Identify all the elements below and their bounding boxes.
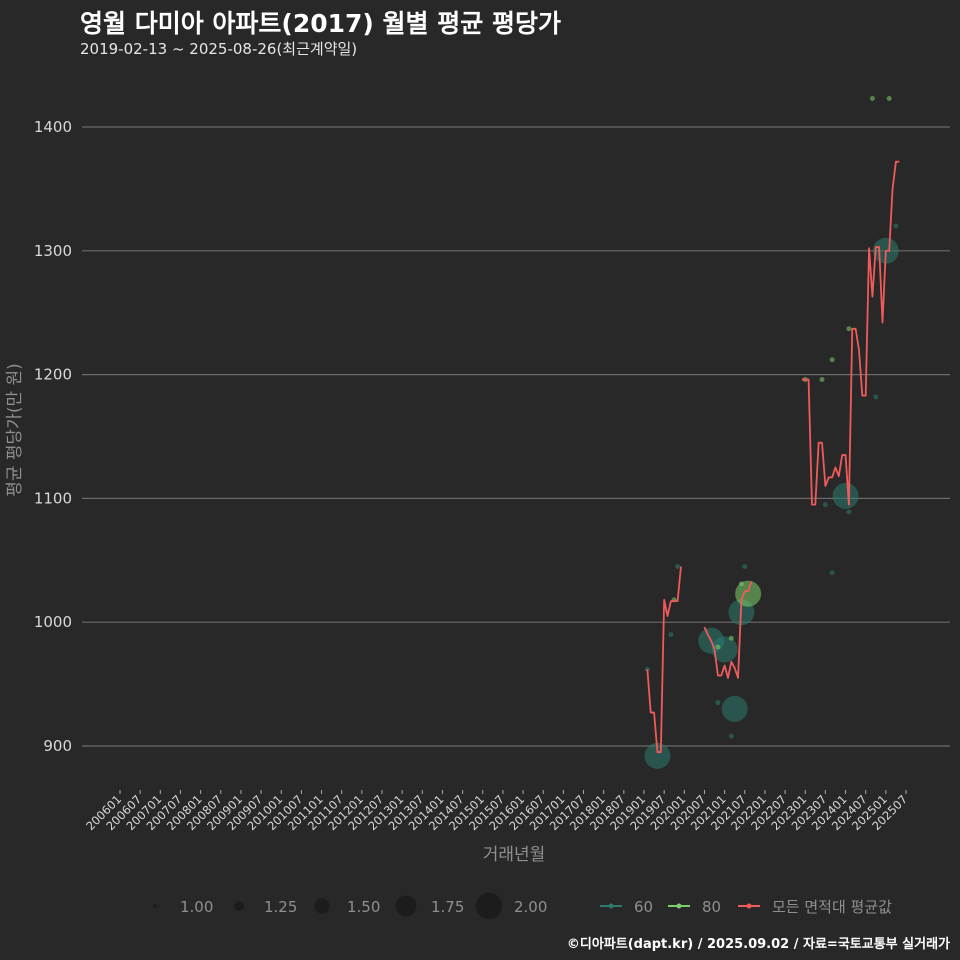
average-line [801,160,900,506]
scatter-point-80 [846,326,852,332]
scatter-point-60 [644,742,671,769]
legend-color-dot [676,903,682,909]
scatter-point-80 [728,635,734,641]
y-tick-label: 1100 [34,489,72,507]
y-tick-label: 1000 [34,613,72,631]
average-line [703,581,753,679]
y-tick-label: 1300 [34,242,72,260]
legend-size-label: 1.25 [264,898,297,916]
scatter-point-60 [675,563,681,569]
chart-title: 영월 다미아 아파트(2017) 월별 평균 평당가 [80,9,561,38]
y-tick-label: 900 [43,737,72,755]
scatter-point-60 [721,695,748,722]
legend-size-icon [395,895,417,917]
legend-size-label: 2.00 [514,898,547,916]
scatter-point-60 [893,223,899,229]
y-tick-label: 1200 [34,366,72,384]
scatter-point-60 [829,570,835,576]
footer-credit: ©디아파트(dapt.kr) / 2025.09.02 / 자료=국토교통부 실… [566,937,950,952]
scatter-point-80 [829,357,835,363]
legend-size-icon [475,892,503,920]
scatter-point-60 [668,632,674,638]
scatter-point-80 [715,644,721,650]
legend-color-label: 60 [634,898,653,916]
scatter-point-60 [846,509,852,515]
legend-color-label: 80 [702,898,721,916]
legend-color-dot [746,903,752,909]
legend-color-dot [608,903,614,909]
legend-size-icon [153,904,157,908]
scatter-point-80 [819,377,825,383]
scatter-point-60 [715,700,721,706]
scatter-point-80 [869,96,875,102]
scatter-point-60 [742,563,748,569]
chart-subtitle: 2019-02-13 ~ 2025-08-26(최근계약일) [80,40,358,58]
y-tick-label: 1400 [34,118,72,136]
legend-size-label: 1.75 [431,898,464,916]
scatter-point-80 [735,580,762,607]
legend-size-label: 1.50 [347,898,380,916]
scatter-point-60 [711,636,738,663]
scatter-point-60 [728,733,734,739]
scatter-point-60 [822,502,828,508]
legend-size-icon [314,898,330,914]
scatter-point-60 [873,394,879,400]
legend-color-label: 모든 면적대 평균값 [772,898,892,916]
scatter-point-60 [832,482,859,509]
legend-size-icon [234,901,244,911]
x-axis-title: 거래년월 [483,845,546,865]
scatter-point-80 [886,96,892,102]
average-line [646,566,682,754]
legend-size-label: 1.00 [180,898,213,916]
y-axis-title: 평균 평당가(만 원) [5,363,25,497]
